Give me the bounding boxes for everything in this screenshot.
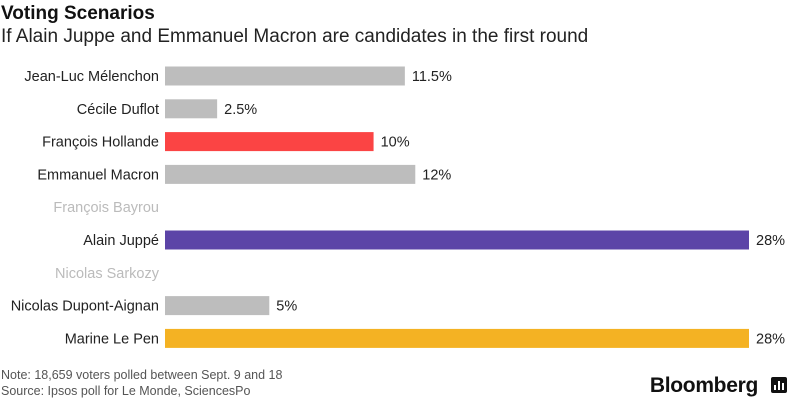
- category-label: Cécile Duflot: [77, 102, 159, 118]
- bar: [165, 99, 218, 119]
- brand-logo: Bloomberg: [649, 374, 758, 397]
- bar: [165, 296, 270, 316]
- bar: [165, 132, 374, 152]
- value-label: 28%: [756, 331, 785, 347]
- source-note: Source: Ipsos poll for Le Monde, Science…: [1, 384, 251, 398]
- value-label: 28%: [756, 233, 785, 249]
- value-label: 2.5%: [224, 102, 257, 118]
- bar: [165, 230, 749, 250]
- category-label: Nicolas Sarkozy: [55, 266, 160, 282]
- chart-title: Voting Scenarios: [1, 3, 155, 24]
- value-label: 12%: [422, 167, 451, 183]
- value-label: 5%: [276, 299, 297, 315]
- bar: [165, 164, 416, 184]
- bar: [165, 328, 749, 348]
- category-label: François Hollande: [42, 135, 159, 151]
- chart-subtitle: If Alain Juppe and Emmanuel Macron are c…: [1, 26, 589, 47]
- bar: [165, 66, 405, 86]
- bar-chart: Jean-Luc Mélenchon 11.5% Cécile Duflot 2.5%…: [11, 66, 785, 348]
- category-label: Alain Juppé: [83, 233, 159, 249]
- category-label: Nicolas Dupont-Aignan: [11, 299, 159, 315]
- category-label: Jean-Luc Mélenchon: [24, 69, 159, 85]
- value-label: 11.5%: [412, 69, 452, 85]
- value-label: 10%: [381, 135, 410, 151]
- footnote: Note: 18,659 voters polled between Sept.…: [1, 368, 283, 382]
- category-label: Emmanuel Macron: [37, 167, 159, 183]
- chart-icon: [771, 377, 787, 393]
- category-label: François Bayrou: [53, 200, 159, 216]
- category-label: Marine Le Pen: [65, 331, 159, 347]
